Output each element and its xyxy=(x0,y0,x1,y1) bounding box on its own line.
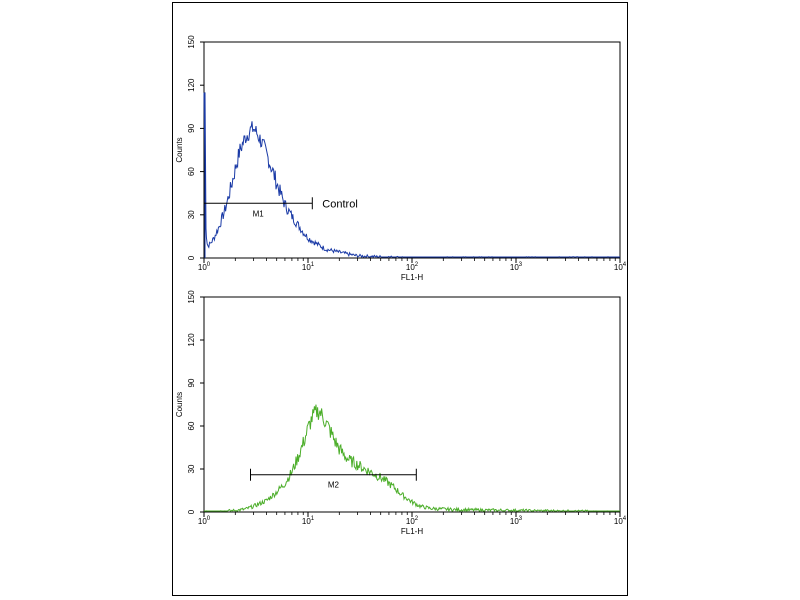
y-tick-label: 30 xyxy=(187,210,196,219)
y-tick-label: 90 xyxy=(187,378,196,387)
figure-frame xyxy=(172,2,628,596)
y-tick-label: 0 xyxy=(187,509,196,514)
y-tick-label: 60 xyxy=(187,167,196,176)
y-tick-label: 120 xyxy=(187,333,196,347)
y-tick-label: 150 xyxy=(187,290,196,304)
y-tick-label: 90 xyxy=(187,123,196,132)
y-axis-label: Counts xyxy=(175,392,184,417)
histogram-trace xyxy=(204,404,621,513)
plot-area xyxy=(203,296,621,513)
y-axis-label: Counts xyxy=(175,137,184,162)
x-axis-label: FL1-H xyxy=(401,273,423,282)
y-tick-label: 120 xyxy=(187,78,196,92)
y-tick-label: 150 xyxy=(187,35,196,49)
x-tick-label: 103 xyxy=(510,516,523,526)
x-tick-label: 102 xyxy=(406,262,419,272)
histogram-panel-1: 0 30 60 90 120 150 100 101 102 103 104 FL1-H Counts M… xyxy=(175,35,627,282)
histogram-panel-2: 0 30 60 90 120 150 100 101 102 103 104 FL1-H Counts M… xyxy=(175,290,627,536)
x-tick-label: 100 xyxy=(198,516,211,526)
x-tick-label: 104 xyxy=(614,516,627,526)
y-tick-label: 0 xyxy=(187,255,196,260)
histogram-trace xyxy=(203,92,620,259)
y-tick-label: 60 xyxy=(187,421,196,430)
y-tick-label: 30 xyxy=(187,464,196,473)
x-tick-label: 101 xyxy=(302,516,315,526)
x-tick-label: 100 xyxy=(198,262,211,272)
gate-label: M1 xyxy=(253,209,265,218)
x-axis-label: FL1-H xyxy=(401,527,423,536)
x-tick-label: 102 xyxy=(406,516,419,526)
gate-label: M2 xyxy=(328,481,340,490)
x-tick-label: 101 xyxy=(302,262,315,272)
x-tick-label: 104 xyxy=(614,262,627,272)
x-tick-label: 103 xyxy=(510,262,523,272)
control-annotation: Control xyxy=(322,198,357,210)
